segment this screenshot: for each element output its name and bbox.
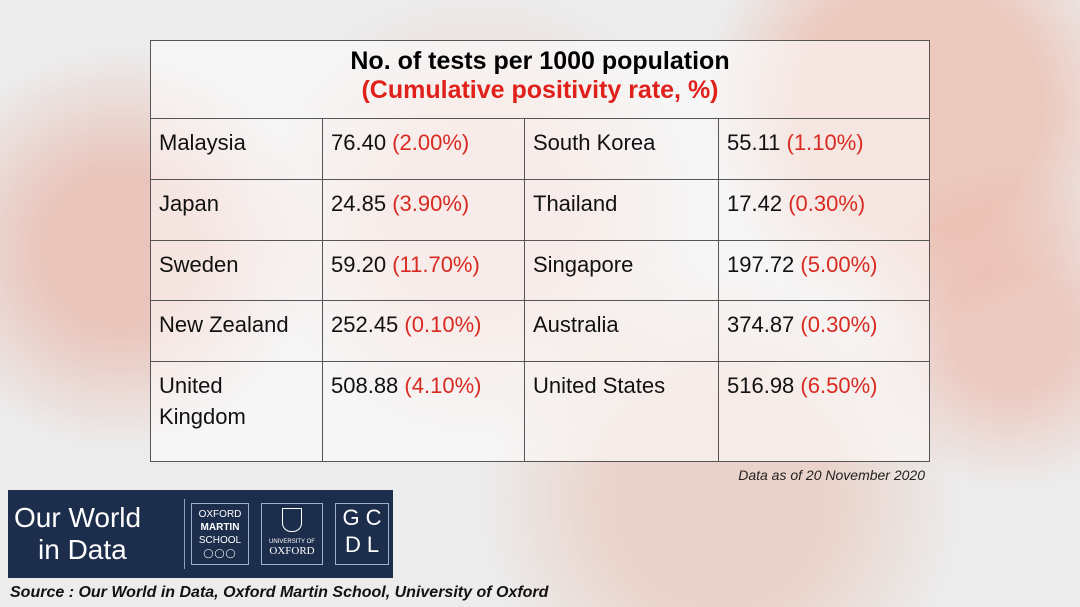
tests-value: 508.88 bbox=[331, 373, 399, 398]
country-cell: New Zealand bbox=[150, 300, 323, 362]
oxford-big-text: OXFORD bbox=[269, 545, 315, 557]
country-cell: Singapore bbox=[524, 239, 719, 302]
value-cell: 252.45 (0.10%) bbox=[322, 300, 525, 362]
value-cell: 17.42 (0.30%) bbox=[718, 178, 930, 241]
table-header-row: No. of tests per 1000 population (Cumula… bbox=[150, 40, 930, 119]
value-cell: 55.11 (1.10%) bbox=[718, 118, 930, 180]
tests-value: 59.20 bbox=[331, 251, 387, 277]
tests-value: 197.72 bbox=[727, 251, 795, 277]
oms-line2: MARTIN bbox=[200, 522, 240, 533]
positivity-value: (4.10%) bbox=[404, 373, 482, 398]
country-cell: Malaysia bbox=[150, 118, 323, 180]
table-row: Japan 24.85 (3.90%) Thailand 17.42 (0.30… bbox=[150, 178, 930, 241]
table-row: United Kingdom 508.88 (4.10%) United Sta… bbox=[150, 361, 930, 462]
tests-value: 252.45 bbox=[331, 312, 399, 338]
country-cell: Japan bbox=[150, 178, 323, 241]
country-cell: Sweden bbox=[150, 239, 323, 302]
table-title-cell: No. of tests per 1000 population (Cumula… bbox=[150, 40, 930, 119]
oms-line1: OXFORD bbox=[198, 509, 242, 520]
positivity-value: (6.50%) bbox=[800, 373, 878, 398]
value-cell: 197.72 (5.00%) bbox=[718, 239, 930, 302]
value-cell: 59.20 (11.70%) bbox=[322, 239, 525, 302]
data-date-note: Data as of 20 November 2020 bbox=[738, 467, 925, 483]
tests-value: 516.98 bbox=[727, 373, 795, 398]
source-caption: Source : Our World in Data, Oxford Marti… bbox=[10, 584, 549, 601]
country-cell: South Korea bbox=[524, 118, 719, 180]
table-row: Sweden 59.20 (11.70%) Singapore 197.72 (… bbox=[150, 239, 930, 302]
value-cell: 516.98 (6.50%) bbox=[718, 361, 930, 462]
oms-line3: SCHOOL bbox=[198, 535, 242, 546]
value-cell: 508.88 (4.10%) bbox=[322, 361, 525, 462]
country-cell: Thailand bbox=[524, 178, 719, 241]
value-cell: 24.85 (3.90%) bbox=[322, 178, 525, 241]
table-subtitle: (Cumulative positivity rate, %) bbox=[361, 76, 719, 104]
country-cell: United States bbox=[524, 361, 719, 462]
oxford-martin-school-logo: OXFORD MARTIN SCHOOL ◯◯◯ bbox=[191, 503, 249, 565]
tests-value: 24.85 bbox=[331, 190, 387, 216]
university-of-oxford-logo: UNIVERSITY OF OXFORD bbox=[261, 503, 323, 565]
owid-line2: in Data bbox=[38, 534, 127, 565]
table-row: Malaysia 76.40 (2.00%) South Korea 55.11… bbox=[150, 118, 930, 180]
value-cell: 76.40 (2.00%) bbox=[322, 118, 525, 180]
positivity-value: (0.30%) bbox=[800, 312, 878, 338]
country-cell: Australia bbox=[524, 300, 719, 362]
testing-table: No. of tests per 1000 population (Cumula… bbox=[150, 40, 930, 462]
gcdl-line2: DL bbox=[344, 532, 386, 557]
positivity-value: (5.00%) bbox=[800, 251, 878, 277]
positivity-value: (0.30%) bbox=[788, 190, 866, 216]
table-title: No. of tests per 1000 population bbox=[350, 47, 730, 75]
crest-icon bbox=[282, 508, 302, 532]
logo-divider bbox=[184, 499, 185, 569]
positivity-value: (3.90%) bbox=[392, 190, 470, 216]
gcdl-line1: GC bbox=[342, 505, 388, 530]
positivity-value: (0.10%) bbox=[404, 312, 482, 338]
positivity-value: (1.10%) bbox=[786, 130, 864, 155]
our-world-in-data-logo: Our World in Data bbox=[8, 502, 184, 566]
value-cell: 374.87 (0.30%) bbox=[718, 300, 930, 362]
tests-value: 374.87 bbox=[727, 312, 795, 338]
logo-banner: Our World in Data OXFORD MARTIN SCHOOL ◯… bbox=[8, 490, 393, 578]
tests-value: 55.11 bbox=[727, 130, 781, 155]
country-cell: United Kingdom bbox=[150, 361, 323, 462]
positivity-value: (11.70%) bbox=[392, 251, 480, 277]
oxford-small-text: UNIVERSITY OF bbox=[269, 539, 315, 545]
positivity-value: (2.00%) bbox=[392, 130, 470, 155]
owid-line1: Our World bbox=[14, 502, 142, 533]
table-row: New Zealand 252.45 (0.10%) Australia 374… bbox=[150, 300, 930, 362]
tests-value: 17.42 bbox=[727, 190, 783, 216]
circles-icon: ◯◯◯ bbox=[203, 548, 237, 558]
tests-value: 76.40 bbox=[331, 130, 393, 155]
gcdl-logo: GC DL bbox=[335, 503, 389, 565]
